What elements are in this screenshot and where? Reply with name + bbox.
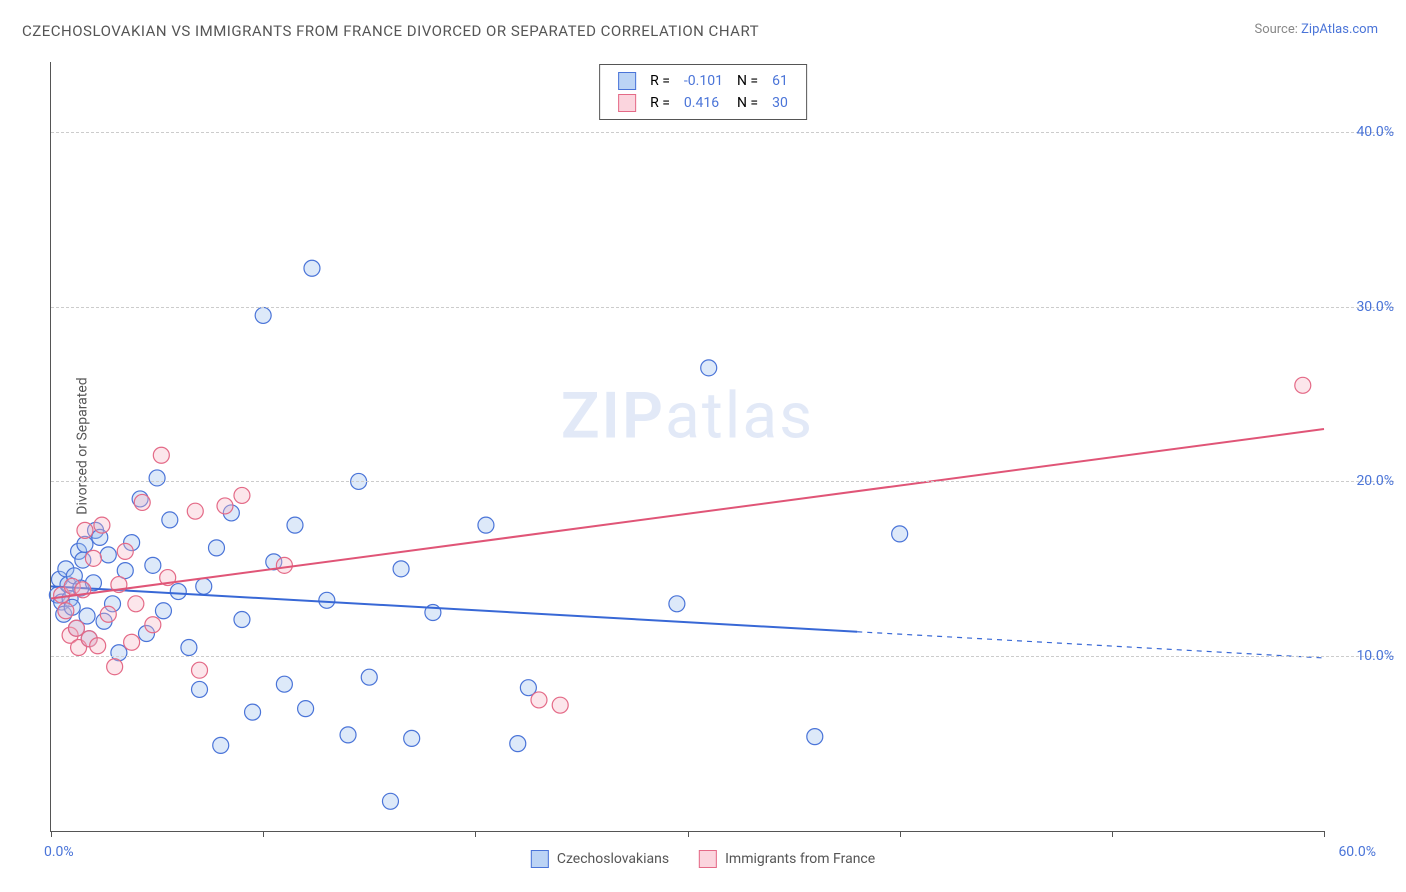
legend-series-name: Czechoslovakians [557,851,669,867]
chart-title: CZECHOSLOVAKIAN VS IMMIGRANTS FROM FRANC… [22,22,759,40]
scatter-point [192,681,208,697]
scatter-point [478,517,494,533]
x-min-label: 0.0% [44,844,74,860]
legend-series-name: Immigrants from France [725,851,875,867]
scatter-point [124,634,140,650]
scatter-point [304,260,320,276]
scatter-point [245,704,261,720]
scatter-point [404,730,420,746]
scatter-point [1295,377,1311,393]
scatter-point [68,620,84,636]
source-link[interactable]: ZipAtlas.com [1301,22,1378,37]
scatter-point [340,727,356,743]
scatter-point [276,676,292,692]
scatter-point [155,603,171,619]
y-tick-label: 40.0% [1334,124,1394,140]
scatter-point [669,596,685,612]
x-tick [1112,831,1113,837]
legend-swatch [618,72,636,90]
scatter-point [100,547,116,563]
x-tick [263,831,264,837]
legend-top-row: R = 0.416N = 30 [612,93,794,113]
scatter-point [187,503,203,519]
trend-line [51,586,857,631]
legend-r-value: 0.416 [678,93,729,113]
x-max-label: 60.0% [1338,844,1376,860]
legend-swatch [531,850,549,868]
x-tick [51,831,52,837]
scatter-point [162,512,178,528]
scatter-point [287,517,303,533]
legend-n-label: N = [731,71,764,91]
scatter-point [234,612,250,628]
legend-n-value: 30 [766,93,794,113]
scatter-point [77,522,93,538]
legend-top-row: R = -0.101N = 61 [612,71,794,91]
scatter-point [276,557,292,573]
scatter-point [361,669,377,685]
scatter-point [701,360,717,376]
scatter-point [145,557,161,573]
scatter-point [807,729,823,745]
scatter-point [208,540,224,556]
scatter-point [382,793,398,809]
scatter-point [145,617,161,633]
legend-bottom: Czechoslovakians Immigrants from France [531,850,875,868]
scatter-point [510,736,526,752]
scatter-point [85,550,101,566]
trend-line [51,429,1324,599]
y-tick-label: 30.0% [1334,299,1394,315]
x-tick [688,831,689,837]
scatter-point [213,737,229,753]
legend-top: R = -0.101N = 61R = 0.416N = 30 [599,64,807,120]
scatter-point [393,561,409,577]
scatter-point [255,307,271,323]
scatter-point [170,584,186,600]
scatter-point [181,639,197,655]
scatter-point [552,697,568,713]
scatter-point [90,638,106,654]
scatter-point [128,596,144,612]
scatter-point [234,487,250,503]
legend-bottom-item: Czechoslovakians [531,850,669,868]
trend-line-extrapolated [857,632,1324,658]
source-attribution: Source: ZipAtlas.com [1254,22,1378,37]
gridline [51,132,1394,133]
scatter-svg [51,62,1324,831]
gridline [51,481,1394,482]
scatter-point [319,592,335,608]
scatter-point [217,498,233,514]
plot-area: ZIPatlas 10.0%20.0%30.0%40.0% [50,62,1324,832]
scatter-point [196,578,212,594]
gridline [51,656,1394,657]
y-tick-label: 10.0% [1334,648,1394,664]
scatter-point [298,701,314,717]
scatter-point [58,603,74,619]
legend-r-value: -0.101 [678,71,729,91]
legend-n-value: 61 [766,71,794,91]
scatter-point [531,692,547,708]
scatter-point [892,526,908,542]
x-tick [475,831,476,837]
scatter-point [107,659,123,675]
legend-bottom-item: Immigrants from France [699,850,875,868]
y-tick-label: 20.0% [1334,473,1394,489]
scatter-point [100,606,116,622]
legend-swatch [699,850,717,868]
scatter-point [192,662,208,678]
scatter-point [94,517,110,533]
x-tick [900,831,901,837]
legend-r-label: R = [644,93,676,113]
x-tick [1324,831,1325,837]
source-prefix: Source: [1254,22,1301,37]
gridline [51,307,1394,308]
legend-top-table: R = -0.101N = 61R = 0.416N = 30 [610,69,796,115]
legend-n-label: N = [731,93,764,113]
legend-r-label: R = [644,71,676,91]
scatter-point [117,543,133,559]
scatter-point [149,470,165,486]
scatter-point [134,494,150,510]
scatter-point [153,447,169,463]
legend-swatch [618,94,636,112]
